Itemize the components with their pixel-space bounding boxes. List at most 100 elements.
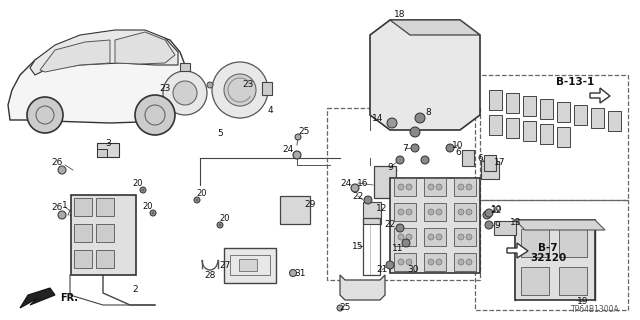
Circle shape: [135, 95, 175, 135]
Circle shape: [406, 209, 412, 215]
Bar: [394, 253, 416, 271]
Circle shape: [398, 184, 404, 190]
Text: 27: 27: [220, 260, 230, 269]
Text: 15: 15: [352, 242, 364, 251]
Bar: [239, 259, 257, 271]
Bar: [327, 108, 480, 280]
Polygon shape: [590, 88, 610, 103]
Text: 20: 20: [132, 179, 143, 188]
Bar: [506, 93, 518, 113]
Circle shape: [458, 209, 464, 215]
Bar: [488, 115, 502, 135]
Text: 23: 23: [243, 79, 253, 89]
Circle shape: [396, 224, 404, 232]
Bar: [475, 200, 628, 310]
Circle shape: [398, 259, 404, 265]
Circle shape: [398, 234, 404, 240]
Circle shape: [27, 97, 63, 133]
Bar: [70, 195, 136, 275]
Bar: [454, 203, 476, 221]
Circle shape: [163, 71, 207, 115]
Bar: [424, 203, 446, 221]
Circle shape: [351, 184, 359, 192]
Circle shape: [446, 144, 454, 152]
Text: 17: 17: [494, 157, 506, 166]
Circle shape: [428, 234, 434, 240]
Text: 22: 22: [353, 191, 364, 201]
Bar: [522, 96, 536, 116]
Bar: [540, 99, 552, 119]
Circle shape: [421, 156, 429, 164]
Bar: [74, 224, 92, 242]
Circle shape: [293, 151, 301, 159]
Bar: [97, 149, 107, 157]
Text: 10: 10: [452, 140, 464, 149]
Circle shape: [406, 234, 412, 240]
Bar: [424, 228, 446, 246]
Circle shape: [295, 134, 301, 140]
Circle shape: [386, 261, 394, 269]
Text: 22: 22: [385, 220, 396, 228]
Text: 18: 18: [394, 10, 406, 19]
Bar: [454, 228, 476, 246]
Bar: [424, 253, 446, 271]
Circle shape: [410, 127, 420, 137]
Text: 24: 24: [282, 145, 294, 154]
Text: 23: 23: [159, 84, 171, 92]
Bar: [394, 228, 416, 246]
Circle shape: [152, 212, 154, 214]
Bar: [494, 221, 516, 235]
Text: 13: 13: [510, 218, 522, 227]
Circle shape: [396, 156, 404, 164]
Bar: [230, 255, 270, 275]
Text: 29: 29: [304, 199, 316, 209]
Circle shape: [398, 209, 404, 215]
Bar: [74, 250, 92, 268]
Circle shape: [436, 234, 442, 240]
Circle shape: [195, 198, 198, 202]
Text: FR.: FR.: [60, 293, 78, 303]
Circle shape: [485, 221, 493, 229]
Text: 3: 3: [105, 139, 111, 148]
Bar: [506, 118, 518, 138]
Polygon shape: [390, 20, 480, 35]
Text: 12: 12: [376, 204, 388, 212]
Polygon shape: [115, 32, 175, 64]
Bar: [424, 178, 446, 196]
Bar: [390, 178, 480, 273]
Text: 7: 7: [402, 143, 408, 153]
Text: 1: 1: [62, 201, 68, 210]
Bar: [522, 121, 536, 141]
Bar: [481, 161, 499, 179]
Circle shape: [466, 259, 472, 265]
Bar: [521, 267, 549, 295]
Polygon shape: [8, 33, 185, 123]
Bar: [394, 178, 416, 196]
Text: TP64B1300A: TP64B1300A: [572, 305, 620, 314]
Circle shape: [207, 82, 213, 88]
Text: 6: 6: [455, 148, 461, 156]
Text: 6: 6: [477, 154, 483, 163]
Text: 26: 26: [51, 203, 63, 212]
Circle shape: [411, 144, 419, 152]
Circle shape: [436, 184, 442, 190]
Text: 8: 8: [425, 108, 431, 116]
Bar: [224, 247, 276, 283]
Circle shape: [428, 209, 434, 215]
Text: 25: 25: [339, 303, 351, 313]
Bar: [96, 250, 114, 268]
Circle shape: [436, 259, 442, 265]
Text: 20: 20: [196, 188, 207, 197]
Polygon shape: [507, 243, 528, 258]
Text: 16: 16: [357, 179, 369, 188]
Text: 9: 9: [494, 220, 500, 229]
Circle shape: [458, 259, 464, 265]
Text: 24: 24: [340, 179, 351, 188]
Bar: [591, 108, 604, 128]
Circle shape: [428, 259, 434, 265]
Circle shape: [458, 234, 464, 240]
Text: 22: 22: [490, 205, 502, 214]
Polygon shape: [515, 220, 605, 230]
Bar: [394, 203, 416, 221]
Bar: [475, 75, 628, 200]
